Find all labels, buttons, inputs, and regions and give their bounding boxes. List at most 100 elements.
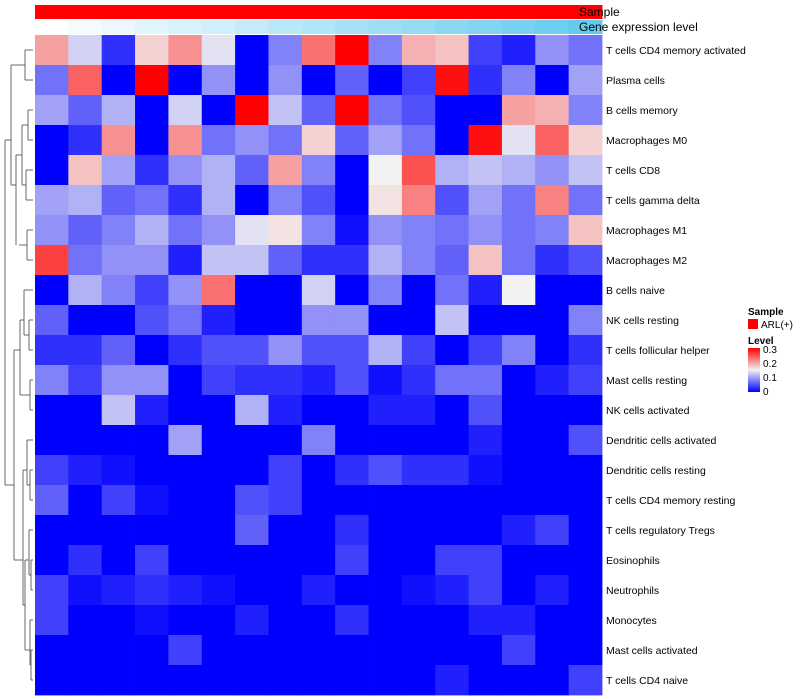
heatmap-cell	[101, 665, 136, 696]
heatmap-cell	[135, 185, 169, 216]
heatmap-cell	[268, 575, 303, 606]
row-label: T cells CD4 naive	[606, 675, 688, 687]
heatmap-cell	[335, 455, 369, 486]
heatmap-cell	[535, 215, 570, 246]
gene-expression-annotation-cell	[435, 20, 470, 34]
gene-expression-annotation-cell	[535, 20, 570, 34]
row-label: B cells memory	[606, 105, 679, 117]
heatmap-cell	[268, 275, 303, 306]
sample-annotation-cell	[568, 5, 603, 19]
heatmap-cell	[135, 515, 169, 546]
heatmap-cell	[468, 395, 503, 426]
heatmap-cell	[135, 395, 169, 426]
heatmap-cell	[568, 155, 603, 186]
heatmap-cell	[168, 515, 203, 546]
heatmap-cell	[101, 125, 136, 156]
heatmap-cell	[101, 275, 136, 306]
heatmap-cell	[535, 425, 570, 456]
legend-level-title: Level	[748, 336, 774, 347]
heatmap-cell	[401, 185, 436, 216]
sample-annotation-cell	[235, 5, 269, 19]
heatmap-cell	[35, 275, 69, 306]
heatmap-cell	[35, 425, 69, 456]
heatmap-cell	[268, 455, 303, 486]
heatmap-cell	[301, 485, 336, 516]
heatmap-cell	[68, 515, 103, 546]
heatmap-cell	[535, 245, 570, 276]
heatmap-cells	[35, 35, 603, 696]
heatmap-cell	[535, 335, 570, 366]
heatmap-cell	[168, 335, 203, 366]
heatmap-cell	[235, 155, 269, 186]
legend-level-tick: 0	[763, 387, 769, 398]
heatmap-cell	[268, 305, 303, 336]
heatmap-cell	[301, 635, 336, 666]
heatmap-cell	[501, 65, 536, 96]
heatmap-cell	[468, 665, 503, 696]
heatmap-cell	[68, 335, 103, 366]
heatmap-cell	[235, 485, 269, 516]
heatmap-cell	[301, 245, 336, 276]
heatmap-cell	[401, 125, 436, 156]
heatmap-cell	[35, 305, 69, 336]
legend-level-tick: 0.1	[763, 373, 777, 384]
heatmap-cell	[135, 605, 169, 636]
heatmap-cell	[101, 215, 136, 246]
gene-expression-annotation-cell	[568, 20, 603, 34]
heatmap-cell	[501, 275, 536, 306]
heatmap-cell	[335, 605, 369, 636]
heatmap-cell	[301, 335, 336, 366]
heatmap-cell	[435, 365, 469, 396]
heatmap-cell	[168, 605, 203, 636]
sample-annotation-cell	[35, 5, 69, 19]
heatmap-cell	[268, 35, 303, 66]
heatmap-cell	[301, 65, 336, 96]
heatmap-cell	[68, 215, 103, 246]
heatmap-cell	[335, 545, 369, 576]
sample-annotation-cell	[135, 5, 169, 19]
heatmap-cell	[35, 395, 69, 426]
heatmap-cell	[201, 635, 236, 666]
heatmap-cell	[201, 65, 236, 96]
heatmap-cell	[201, 665, 236, 696]
heatmap-cell	[435, 635, 469, 666]
heatmap-cell	[301, 95, 336, 126]
heatmap-cell	[68, 155, 103, 186]
heatmap-cell	[101, 335, 136, 366]
heatmap-cell	[501, 335, 536, 366]
heatmap-cell	[501, 155, 536, 186]
heatmap-cell	[235, 65, 269, 96]
heatmap-cell	[35, 95, 69, 126]
heatmap-cell	[135, 125, 169, 156]
heatmap-cell	[368, 545, 403, 576]
sample-annotation-cell	[368, 5, 403, 19]
heatmap-cell	[201, 395, 236, 426]
heatmap-cell	[501, 185, 536, 216]
heatmap-cell	[268, 185, 303, 216]
heatmap-cell	[68, 455, 103, 486]
heatmap-cell	[401, 605, 436, 636]
heatmap-cell	[201, 365, 236, 396]
heatmap-cell	[368, 635, 403, 666]
heatmap-cell	[201, 95, 236, 126]
heatmap-cell	[501, 215, 536, 246]
heatmap-cell	[401, 485, 436, 516]
gene-expression-annotation-cell	[368, 20, 403, 34]
row-label: Macrophages M2	[606, 255, 687, 267]
heatmap-cell	[401, 365, 436, 396]
heatmap-cell	[468, 575, 503, 606]
heatmap-cell	[301, 305, 336, 336]
heatmap-cell	[101, 485, 136, 516]
sample-annotation-label: Sample	[579, 5, 620, 19]
heatmap-cell	[301, 365, 336, 396]
gene-expression-annotation-label: Gene expression level	[579, 20, 698, 34]
heatmap-cell	[35, 365, 69, 396]
heatmap-cell	[68, 125, 103, 156]
legend-sample-swatch	[748, 319, 758, 329]
gene-expression-annotation-cell	[468, 20, 503, 34]
heatmap-cell	[101, 305, 136, 336]
heatmap-cell	[568, 215, 603, 246]
row-label: Macrophages M0	[606, 135, 687, 147]
heatmap-cell	[535, 575, 570, 606]
heatmap-cell	[101, 35, 136, 66]
